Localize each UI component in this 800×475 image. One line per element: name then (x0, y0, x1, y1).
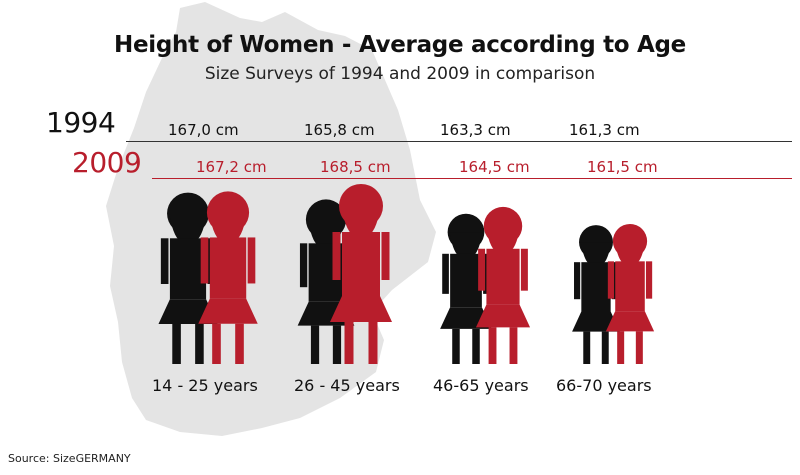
value-label-2009-26-45: 168,5 cm (320, 158, 391, 176)
row-divider-2009 (152, 178, 792, 179)
figure-2009-26-45 (330, 184, 392, 364)
figure-2009-66-70 (605, 224, 655, 364)
figure-2009-14-25 (198, 191, 258, 364)
series-label-2009: 2009 (72, 146, 142, 179)
age-label-14-25: 14 - 25 years (152, 376, 258, 395)
age-label-46-65: 46-65 years (433, 376, 529, 395)
figure-1994-66-70 (572, 225, 620, 364)
source-note: Source: SizeGERMANY (8, 452, 131, 465)
chart-title: Height of Women - Average according to A… (114, 32, 686, 58)
value-label-2009-66-70: 161,5 cm (587, 158, 658, 176)
row-divider-1994 (126, 141, 792, 142)
value-label-2009-14-25: 167,2 cm (196, 158, 267, 176)
age-label-26-45: 26 - 45 years (294, 376, 400, 395)
age-label-66-70: 66-70 years (556, 376, 652, 395)
value-label-2009-46-65: 164,5 cm (459, 158, 530, 176)
chart-subtitle: Size Surveys of 1994 and 2009 in compari… (204, 64, 596, 84)
series-label-1994: 1994 (46, 106, 116, 139)
value-label-1994-26-45: 165,8 cm (304, 121, 375, 139)
value-label-1994-14-25: 167,0 cm (168, 121, 239, 139)
value-label-1994-46-65: 163,3 cm (440, 121, 511, 139)
value-label-1994-66-70: 161,3 cm (569, 121, 640, 139)
figure-2009-46-65 (475, 206, 531, 364)
